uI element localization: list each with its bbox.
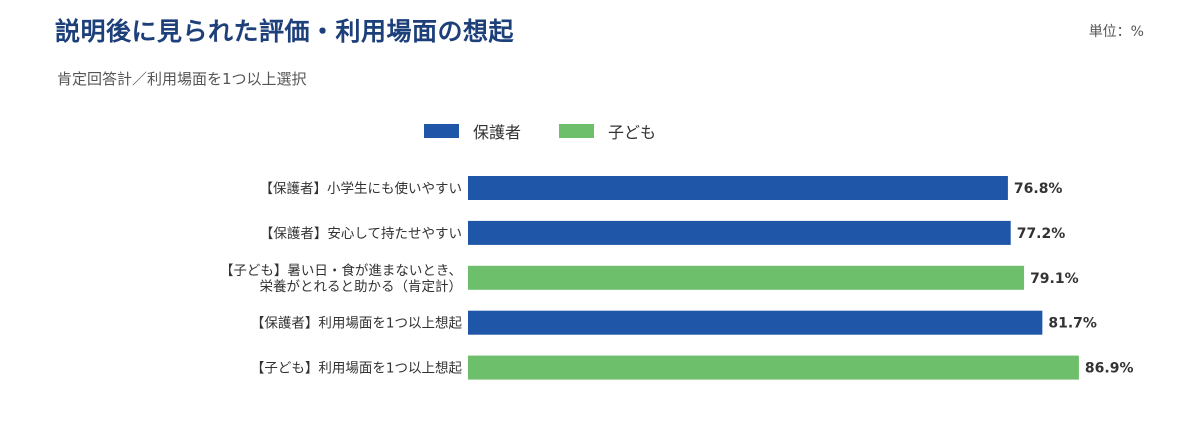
category-label-3-line-1: 【子ども】暑い日・食が進まないとき、 — [220, 262, 462, 279]
bar-5 — [468, 355, 1079, 380]
legend-label-child: 子ども — [608, 123, 657, 142]
legend: 保護者 子ども — [424, 119, 694, 143]
legend-item-parent: 保護者 — [424, 119, 521, 143]
chart-title: 説明後に見られた評価・利用場面の想起 — [55, 17, 515, 46]
bar-value-label-3: 79.1% — [1030, 271, 1079, 287]
bar-value-label-1: 76.8% — [1014, 181, 1063, 197]
category-label-3-line-2: 栄養がとれると助かる（肯定計） — [260, 278, 463, 295]
legend-swatch-parent — [424, 124, 459, 138]
bar-3 — [468, 265, 1025, 290]
legend-label-parent: 保護者 — [473, 123, 522, 142]
bar-4 — [468, 310, 1043, 335]
category-label-5: 【子ども】利用場面を1つ以上想起 — [251, 361, 463, 377]
bar-value-label-5: 86.9% — [1085, 361, 1134, 377]
bar-value-label-4: 81.7% — [1048, 316, 1097, 332]
category-label-2: 【保護者】安心して持たせやすい — [260, 226, 462, 242]
bar-value-label-2: 77.2% — [1017, 226, 1066, 242]
legend-swatch-child — [559, 124, 595, 138]
bar-1 — [468, 176, 1008, 200]
unit-label: 単位：% — [1088, 24, 1144, 40]
category-label-1: 【保護者】小学生にも使いやすい — [260, 180, 463, 197]
category-label-4: 【保護者】利用場面を1つ以上想起 — [251, 316, 463, 332]
legend-item-child: 子ども — [559, 119, 656, 143]
chart-subtitle: 肯定回答計／利用場面を1つ以上選択 — [57, 70, 307, 88]
bar-2 — [468, 220, 1011, 245]
